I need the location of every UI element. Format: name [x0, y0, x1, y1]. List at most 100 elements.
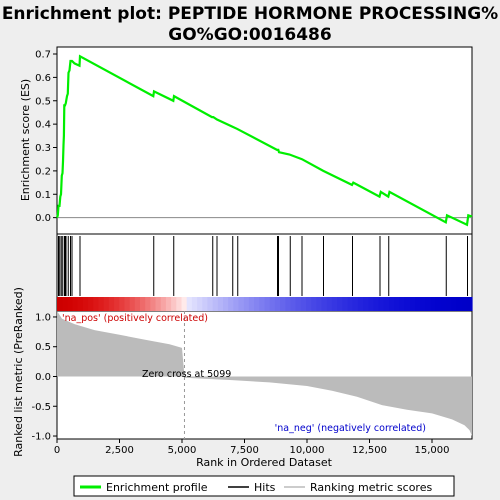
legend: Enrichment profile Hits Ranking metric s… [73, 475, 455, 497]
rank-band-segment [228, 297, 234, 311]
metric-y-tick-label: 0.0 [35, 372, 51, 383]
es-y-tick-label: 0.4 [35, 120, 51, 131]
rank-band-segment [217, 297, 224, 311]
rank-band-segment [155, 297, 162, 311]
x-tick-label: 12,500 [352, 445, 387, 456]
rank-band-segment [197, 297, 203, 311]
rank-band-segment [451, 297, 458, 311]
pos-label: 'na_pos' (positively correlated) [62, 313, 208, 324]
rank-band-segment [280, 297, 286, 311]
rank-band-segment [93, 297, 100, 311]
rank-band-segment [72, 297, 79, 311]
rank-band-segment [181, 297, 188, 311]
legend-label-enrichment: Enrichment profile [106, 481, 208, 494]
rank-band-segment [440, 297, 447, 311]
rank-band-segment [114, 297, 120, 311]
rank-band-segment [306, 297, 312, 311]
rank-band-segment [342, 297, 349, 311]
enrichment-profile-line [55, 54, 473, 227]
rank-band-segment [409, 297, 416, 311]
rank-band-segment [238, 297, 245, 311]
rank-band-segment [326, 297, 333, 311]
metric-layer [57, 311, 472, 439]
neg-label: 'na_neg' (negatively correlated) [275, 423, 426, 434]
rank-band-segment [399, 297, 406, 311]
ranking-metric-area [57, 311, 472, 436]
rank-band-segment [108, 297, 115, 311]
rank-band-segment [295, 297, 302, 311]
rank-band-segment [264, 297, 271, 311]
es-y-tick-label: 0.5 [35, 96, 51, 107]
x-tick-label: 10,000 [290, 445, 325, 456]
x-ticks: 0 2,500 5,000 7,500 10,000 12,500 15,000 [54, 439, 450, 456]
metric-y-tick-label: 1.0 [35, 312, 51, 323]
rank-band-segment [347, 297, 354, 311]
rank-band-segment [352, 297, 359, 311]
es-y-tick-label: 0.2 [35, 166, 51, 177]
rank-band-segment [269, 297, 276, 311]
rank-band-segment [119, 297, 126, 311]
rank-band-segment [57, 297, 63, 311]
rank-band-segment [82, 297, 89, 311]
rank-band-segment [383, 297, 390, 311]
rank-band-segment [466, 297, 473, 311]
rank-band-segment [98, 297, 105, 311]
rank-band-segment [212, 297, 219, 311]
rank-band-segment [243, 297, 250, 311]
rank-band-segment [363, 297, 369, 311]
rank-band-segment [311, 297, 317, 311]
rank-band-segment [389, 297, 395, 311]
rank-band-segment [321, 297, 328, 311]
legend-label-metric: Ranking metric scores [310, 481, 432, 494]
rank-band-segment [373, 297, 380, 311]
hits-layer [58, 236, 468, 296]
metric-y-ticks: 1.0 0.5 0.0 -0.5 -1.0 [31, 312, 57, 443]
rank-band-segment [331, 297, 338, 311]
x-tick-label: 15,000 [415, 445, 450, 456]
rank-band-segment [165, 297, 172, 311]
rank-band-segment [129, 297, 136, 311]
metric-y-tick-label: -0.5 [31, 402, 51, 413]
rank-band-segment [88, 297, 94, 311]
rank-band-segment [67, 297, 74, 311]
rank-band-segment [160, 297, 167, 311]
zero-cross-label: Zero cross at 5099 [142, 369, 231, 380]
rank-band-segment [145, 297, 151, 311]
es-y-ticks: 0.0 0.1 0.2 0.3 0.4 0.5 0.6 0.7 [35, 50, 57, 224]
x-tick-label: 5,000 [168, 445, 197, 456]
chart-title-line2: GO%GO:0016486 [168, 25, 331, 45]
rank-band-segment [404, 297, 411, 311]
rank-band-segment [420, 297, 426, 311]
es-y-tick-label: 0.0 [35, 213, 51, 224]
rank-band-segment [378, 297, 385, 311]
es-y-tick-label: 0.3 [35, 143, 51, 154]
rank-band-segment [134, 297, 141, 311]
metric-y-axis-label: Ranked list metric (PreRanked) [12, 287, 25, 457]
es-y-tick-label: 0.1 [35, 190, 51, 201]
es-layer [55, 54, 473, 227]
rank-band-segment [207, 297, 214, 311]
es-y-tick-label: 0.6 [35, 73, 51, 84]
rank-band-segment [186, 297, 193, 311]
rank-band-segment [62, 297, 68, 311]
x-tick-label: 7,500 [230, 445, 259, 456]
rank-band-segment [425, 297, 432, 311]
rank-band-segment [254, 297, 260, 311]
metric-y-tick-label: -1.0 [31, 432, 51, 443]
es-y-tick-label: 0.7 [35, 50, 51, 61]
legend-label-hits: Hits [254, 481, 276, 494]
rank-band-segment [233, 297, 240, 311]
rank-band-segment [223, 297, 229, 311]
chart-title-line1: Enrichment plot: PEPTIDE HORMONE PROCESS… [2, 4, 498, 24]
legend-box [73, 475, 455, 497]
rank-band-segment [368, 297, 375, 311]
x-axis-label: Rank in Ordered Dataset [196, 456, 333, 469]
rank-band-segment [176, 297, 183, 311]
rank-band-segment [124, 297, 131, 311]
rank-band-segment [274, 297, 281, 311]
rank-band-segment [285, 297, 292, 311]
rank-band-segment [77, 297, 84, 311]
rank-band-segment [191, 297, 198, 311]
